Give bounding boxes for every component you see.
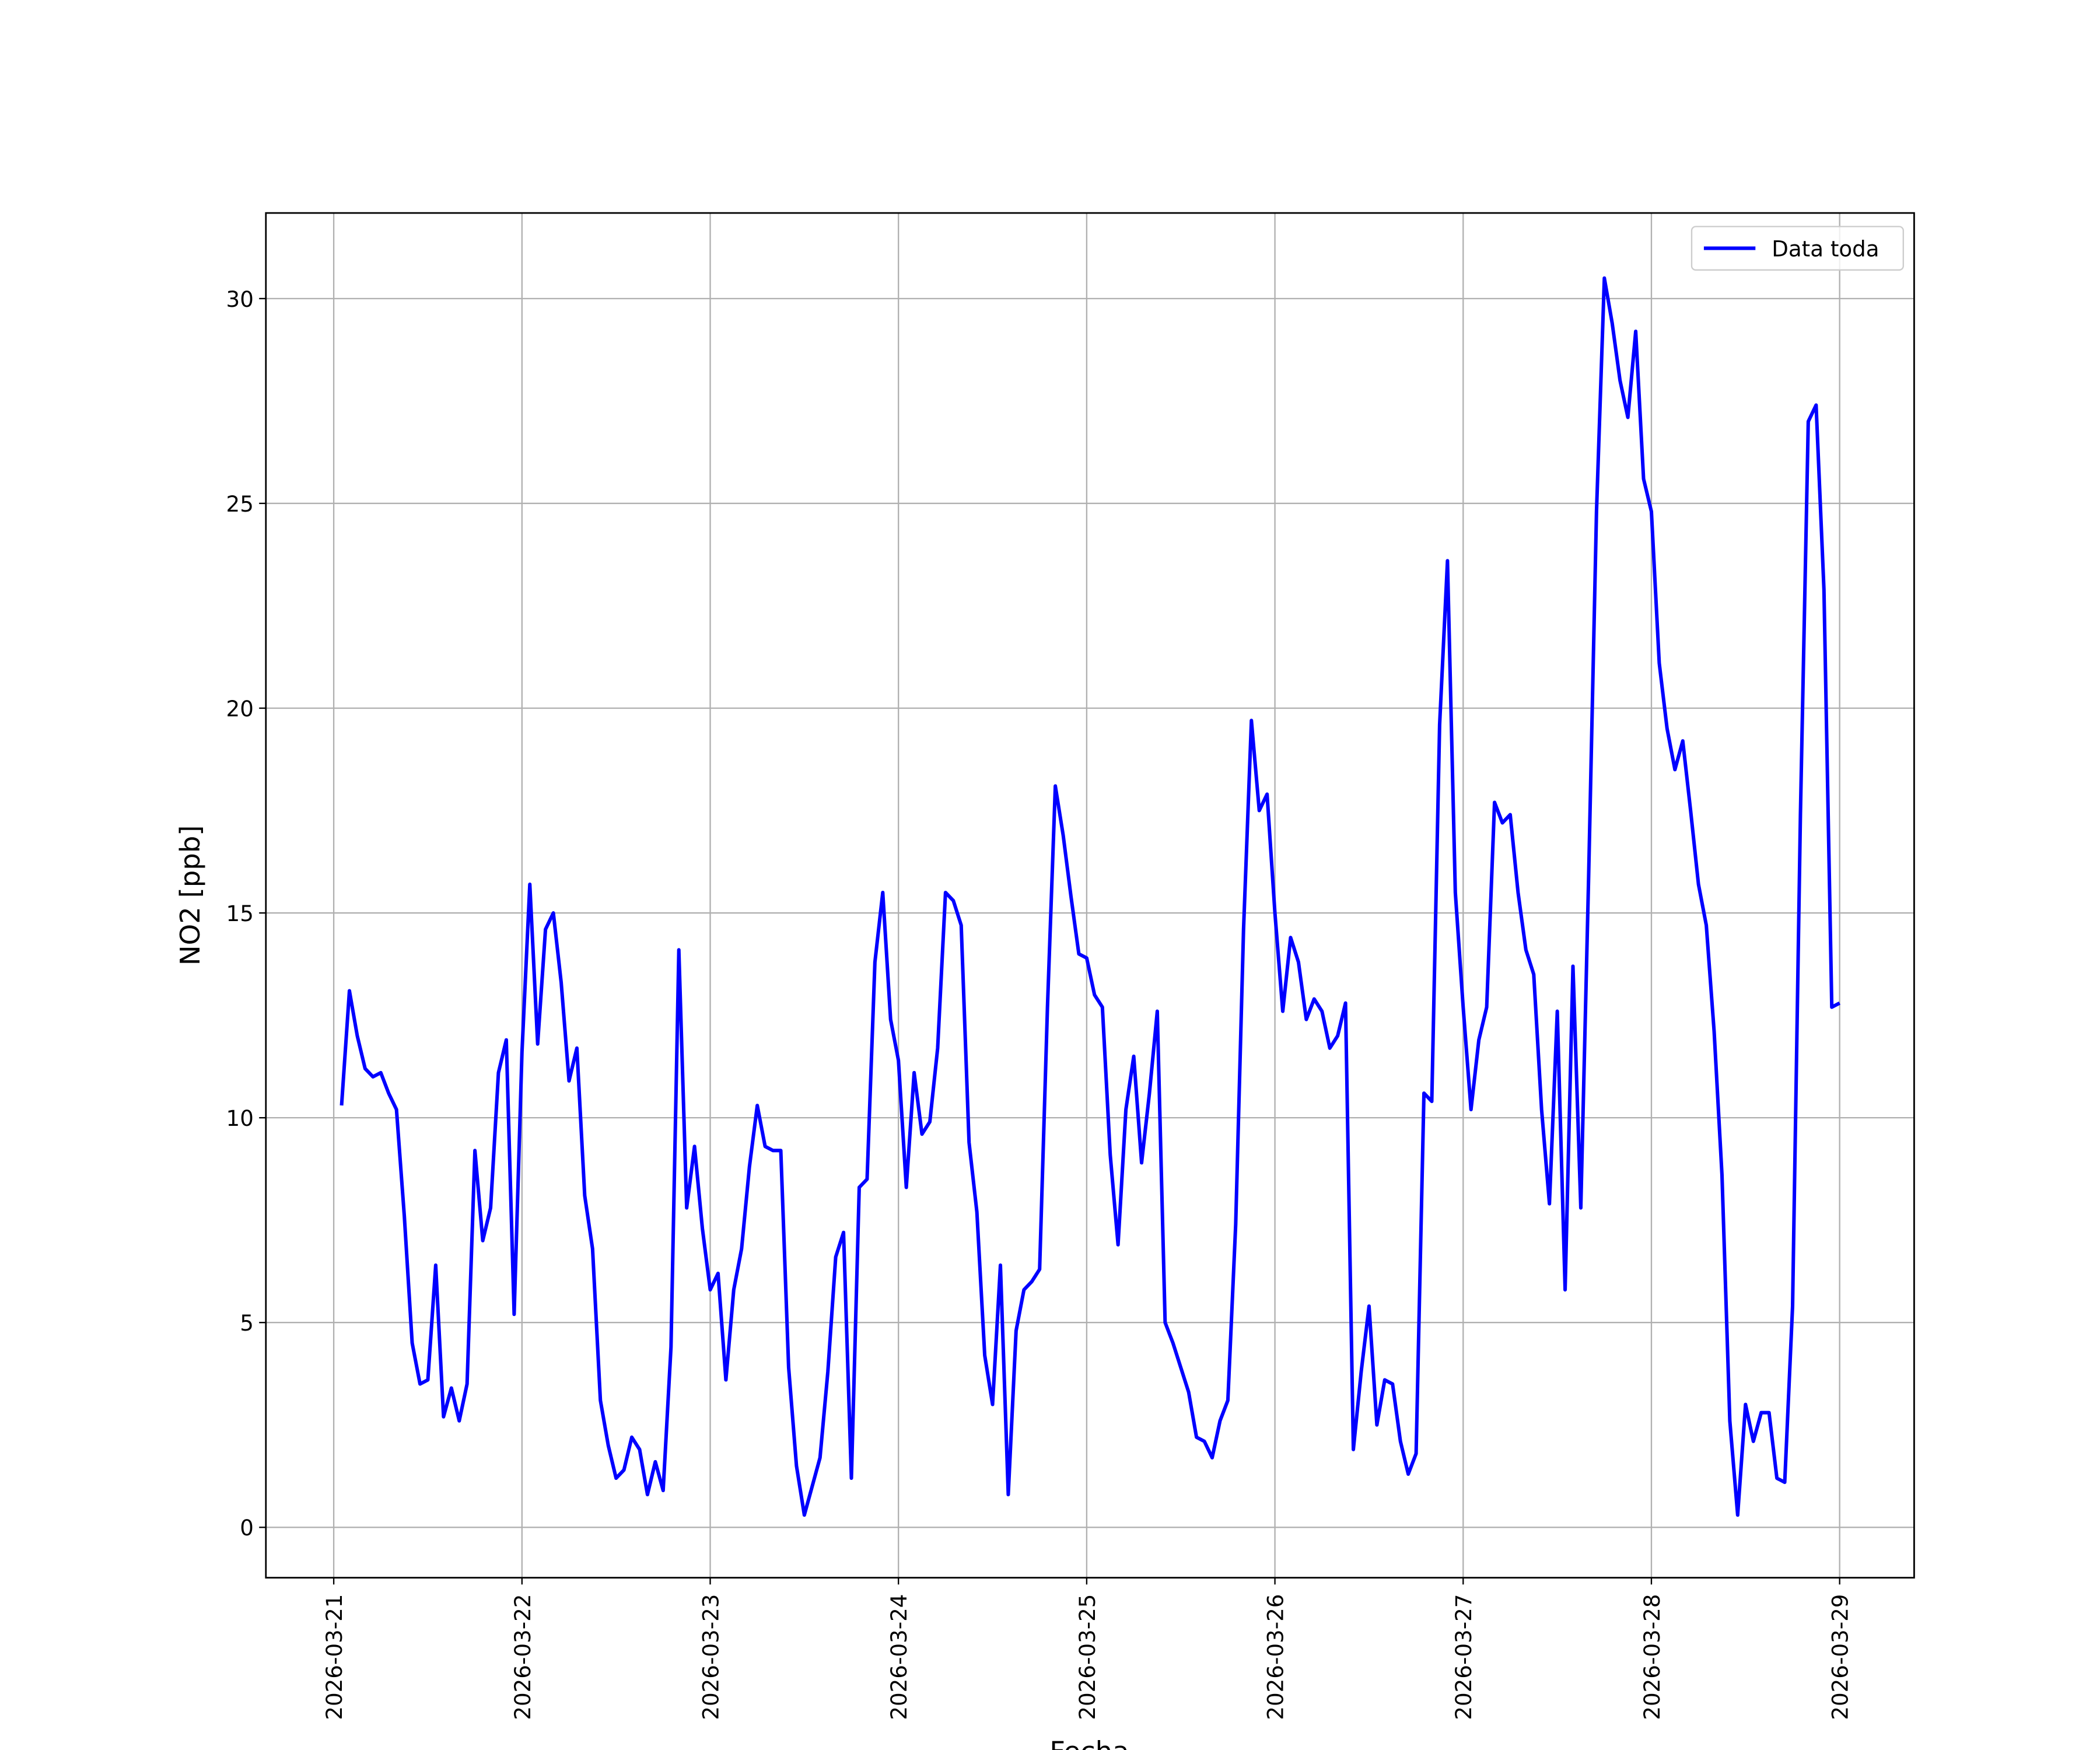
y-axis-label: NO2 [ppb]: [174, 825, 206, 966]
y-tick-label: 15: [226, 901, 254, 926]
x-axis-label: Fecha: [1049, 1736, 1129, 1750]
x-tick-label: 2026-03-23: [698, 1594, 723, 1720]
grid: [265, 213, 1915, 1578]
x-tick-label: 2026-03-29: [1828, 1594, 1853, 1720]
legend-label: Data toda: [1772, 236, 1879, 262]
x-tick-label: 2026-03-28: [1639, 1594, 1665, 1720]
y-tick-label: 20: [226, 696, 254, 722]
x-tick-label: 2026-03-26: [1263, 1594, 1289, 1720]
axes-frame: [265, 212, 1915, 1579]
x-tick-label: 2026-03-22: [510, 1594, 536, 1720]
ticks: 0 5 10 15 20 25 30 2026-03-21 2026-03-22 2026-03-…: [226, 286, 1853, 1720]
x-tick-label: 2026-03-27: [1451, 1594, 1476, 1720]
legend: Data toda: [1690, 226, 1904, 271]
y-tick-label: 30: [226, 286, 254, 312]
legend-box: [1690, 226, 1904, 271]
plot-area: [340, 276, 1841, 1517]
x-tick-label: 2026-03-25: [1074, 1594, 1100, 1720]
y-tick-label: 5: [240, 1310, 254, 1336]
x-tick-label: 2026-03-24: [886, 1594, 912, 1720]
y-tick-label: 0: [240, 1515, 254, 1541]
y-tick-label: 10: [226, 1105, 254, 1131]
x-tick-label: 2026-03-21: [321, 1594, 347, 1720]
data-line: [340, 276, 1841, 1517]
y-tick-label: 25: [226, 491, 254, 517]
